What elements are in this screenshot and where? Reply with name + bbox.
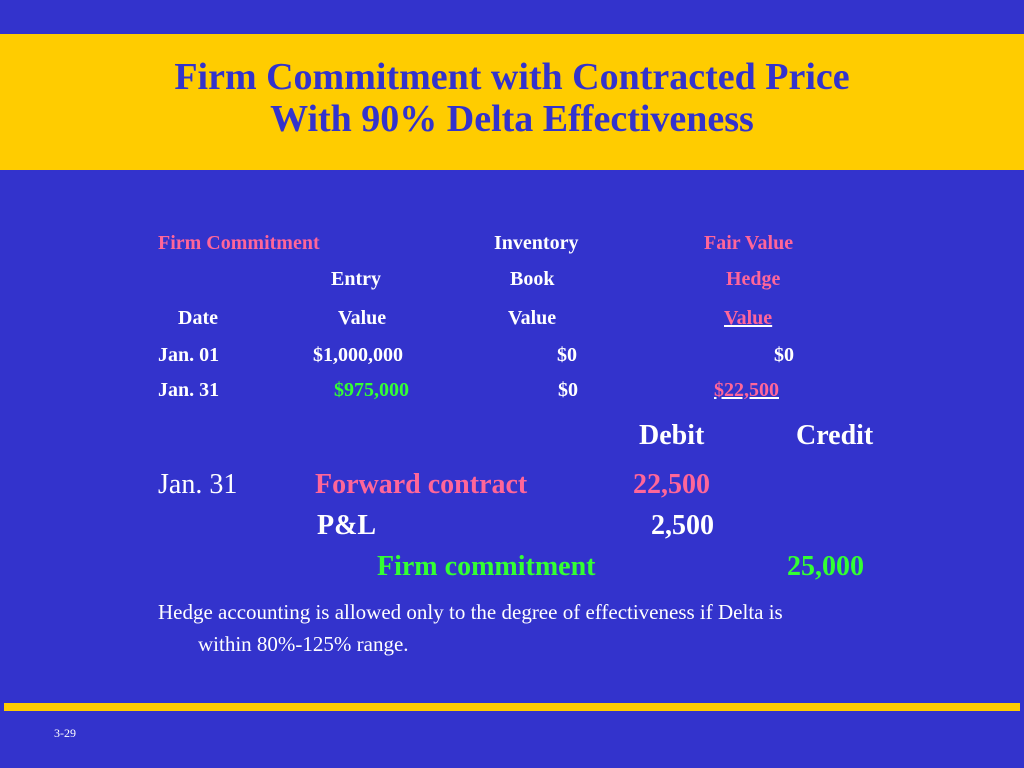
entry-1-debit: 22,500 xyxy=(633,469,710,500)
header-fair-value: Fair Value xyxy=(704,232,794,254)
row-2-entry-value: $975,000 xyxy=(334,379,409,401)
slide-title: Firm Commitment with Contracted Price Wi… xyxy=(0,56,1024,140)
entry-3-credit: 25,000 xyxy=(787,551,864,582)
entry-3-account: Firm commitment xyxy=(377,551,596,582)
journal-date: Jan. 31 xyxy=(158,469,238,500)
header-hedge: Hedge xyxy=(726,268,781,290)
row-1-date: Jan. 01 xyxy=(158,344,220,366)
footer-bar xyxy=(4,703,1020,711)
title-band xyxy=(0,34,1024,170)
header-entry-value: Value xyxy=(338,307,387,329)
header-entry: Entry xyxy=(331,268,381,290)
row-2-book-value: $0 xyxy=(558,379,578,401)
header-hedge-value: Value xyxy=(724,307,773,329)
row-1-hedge-value: $0 xyxy=(774,344,794,366)
note-line-1: Hedge accounting is allowed only to the … xyxy=(158,600,783,624)
title-line-2: With 90% Delta Effectiveness xyxy=(270,98,754,140)
entry-1-account: Forward contract xyxy=(315,469,528,500)
header-inventory: Inventory xyxy=(494,232,579,254)
row-2: Jan. 31 $975,000 $0 $22,500 xyxy=(158,379,779,402)
row-1-book-value: $0 xyxy=(557,344,577,366)
page-number: 3-29 xyxy=(54,726,76,740)
header-book-value: Value xyxy=(508,307,557,329)
note-line-2: within 80%-125% range. xyxy=(198,632,409,656)
credit-header: Credit xyxy=(796,420,874,451)
entry-2-debit: 2,500 xyxy=(651,510,714,541)
header-firm-commitment: Firm Commitment xyxy=(158,232,320,254)
header-date: Date xyxy=(178,307,218,329)
row-1-entry-value: $1,000,000 xyxy=(313,344,403,366)
row-2-hedge-value: $22,500 xyxy=(714,379,779,401)
title-line-1: Firm Commitment with Contracted Price xyxy=(174,56,850,98)
hedge-accounting-note: Hedge accounting is allowed only to the … xyxy=(158,596,958,660)
header-row-3: Date Value Value Value xyxy=(158,307,772,330)
row-2-date: Jan. 31 xyxy=(158,379,220,401)
entry-2-account: P&L xyxy=(317,510,377,541)
debit-header: Debit xyxy=(639,420,705,451)
header-book: Book xyxy=(510,268,555,290)
